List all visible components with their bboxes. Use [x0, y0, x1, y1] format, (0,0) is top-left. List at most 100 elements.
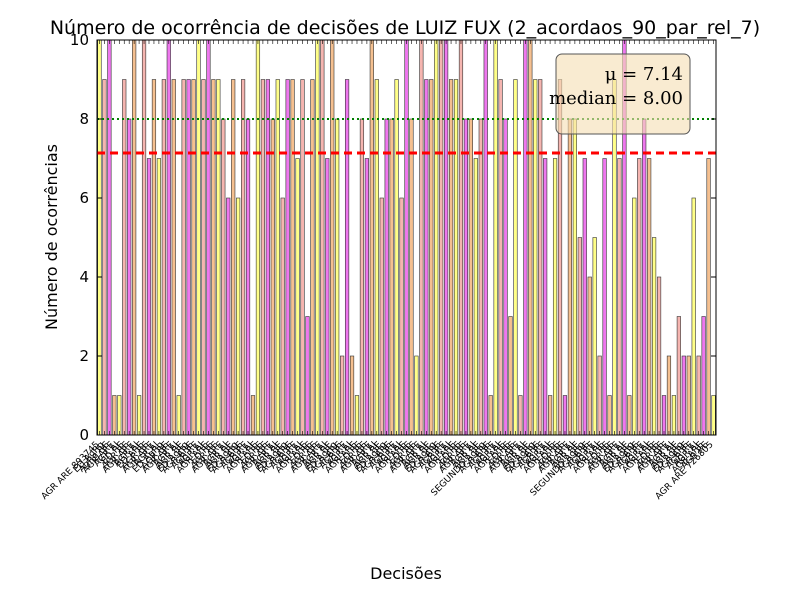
bar [691, 197, 696, 436]
y-tick-label: 10 [70, 31, 89, 49]
bar [255, 39, 261, 436]
bar [384, 118, 389, 436]
y-tick-label: 4 [79, 268, 89, 286]
stats-median: median = 8.00 [549, 88, 683, 109]
bar [711, 395, 716, 436]
bar [666, 355, 672, 436]
chart-title: Número de ocorrência de decisões de LUIZ… [50, 17, 760, 39]
bar [335, 118, 340, 436]
bar [270, 118, 275, 436]
bar [236, 197, 241, 436]
bar [429, 79, 434, 436]
bar [468, 118, 473, 436]
bar [686, 355, 691, 436]
bar [359, 118, 365, 436]
bar [632, 197, 637, 436]
bar [97, 39, 102, 436]
bar [275, 79, 280, 436]
bar [652, 237, 657, 436]
bar [498, 79, 503, 436]
bar [201, 79, 206, 436]
bar [597, 355, 602, 436]
bar [260, 79, 265, 436]
bar [647, 158, 652, 436]
y-tick-label: 6 [79, 189, 89, 207]
bar [706, 158, 711, 436]
bar [463, 118, 469, 436]
y-tick-label: 8 [79, 110, 89, 128]
bar [206, 39, 211, 436]
bar [572, 118, 577, 436]
bar [453, 79, 459, 436]
bar [354, 395, 360, 436]
bar [146, 158, 152, 436]
y-axis-label: Número de ocorrências [42, 144, 61, 330]
bar [552, 158, 558, 436]
bar [389, 118, 394, 436]
bar [439, 39, 444, 436]
bar [117, 395, 122, 436]
bar [528, 39, 533, 436]
bar [250, 395, 256, 436]
bar [325, 158, 330, 436]
bar [315, 39, 320, 436]
bar [548, 395, 553, 436]
bar [369, 39, 374, 436]
bar [300, 79, 305, 436]
bar [676, 316, 681, 436]
bar [181, 79, 186, 436]
bar [295, 158, 300, 436]
bar [458, 39, 464, 436]
bar [424, 79, 429, 436]
bar [245, 118, 251, 436]
bar [290, 79, 295, 436]
bar [533, 79, 538, 436]
bar [221, 118, 226, 436]
bar [265, 79, 270, 436]
bar [701, 316, 706, 436]
bar [310, 79, 315, 436]
bar [543, 158, 548, 436]
bar [493, 39, 498, 436]
bar [374, 79, 379, 436]
bar [538, 79, 543, 436]
bar [607, 395, 612, 436]
bar [617, 158, 622, 436]
bar [414, 355, 419, 436]
bar [567, 118, 573, 436]
bar [349, 355, 355, 436]
bar [661, 395, 667, 436]
bar [161, 79, 166, 436]
bar [627, 395, 632, 436]
bar [340, 355, 345, 436]
bar [320, 39, 325, 436]
bar [231, 79, 236, 436]
bar [102, 79, 107, 436]
bar [592, 237, 597, 436]
bar [344, 79, 350, 436]
bar [186, 79, 191, 436]
bar [141, 39, 147, 436]
bar [409, 118, 414, 436]
bar [478, 118, 483, 436]
bar [577, 237, 582, 436]
stats-mean: μ = 7.14 [605, 64, 683, 85]
y-tick-label: 0 [79, 426, 89, 444]
y-axis: 0 2 4 6 8 10 [70, 31, 716, 444]
bar [637, 158, 642, 436]
bar [156, 158, 161, 436]
bar [448, 79, 454, 436]
bar [285, 79, 290, 436]
bar [523, 39, 528, 436]
stats-box-background [555, 53, 691, 135]
bar [151, 79, 157, 436]
bar [241, 79, 246, 436]
bar [681, 355, 686, 436]
bar [444, 39, 449, 436]
bar [211, 79, 216, 436]
bar [642, 118, 647, 436]
bar [483, 39, 488, 436]
bar [364, 158, 369, 436]
bar [671, 395, 677, 436]
